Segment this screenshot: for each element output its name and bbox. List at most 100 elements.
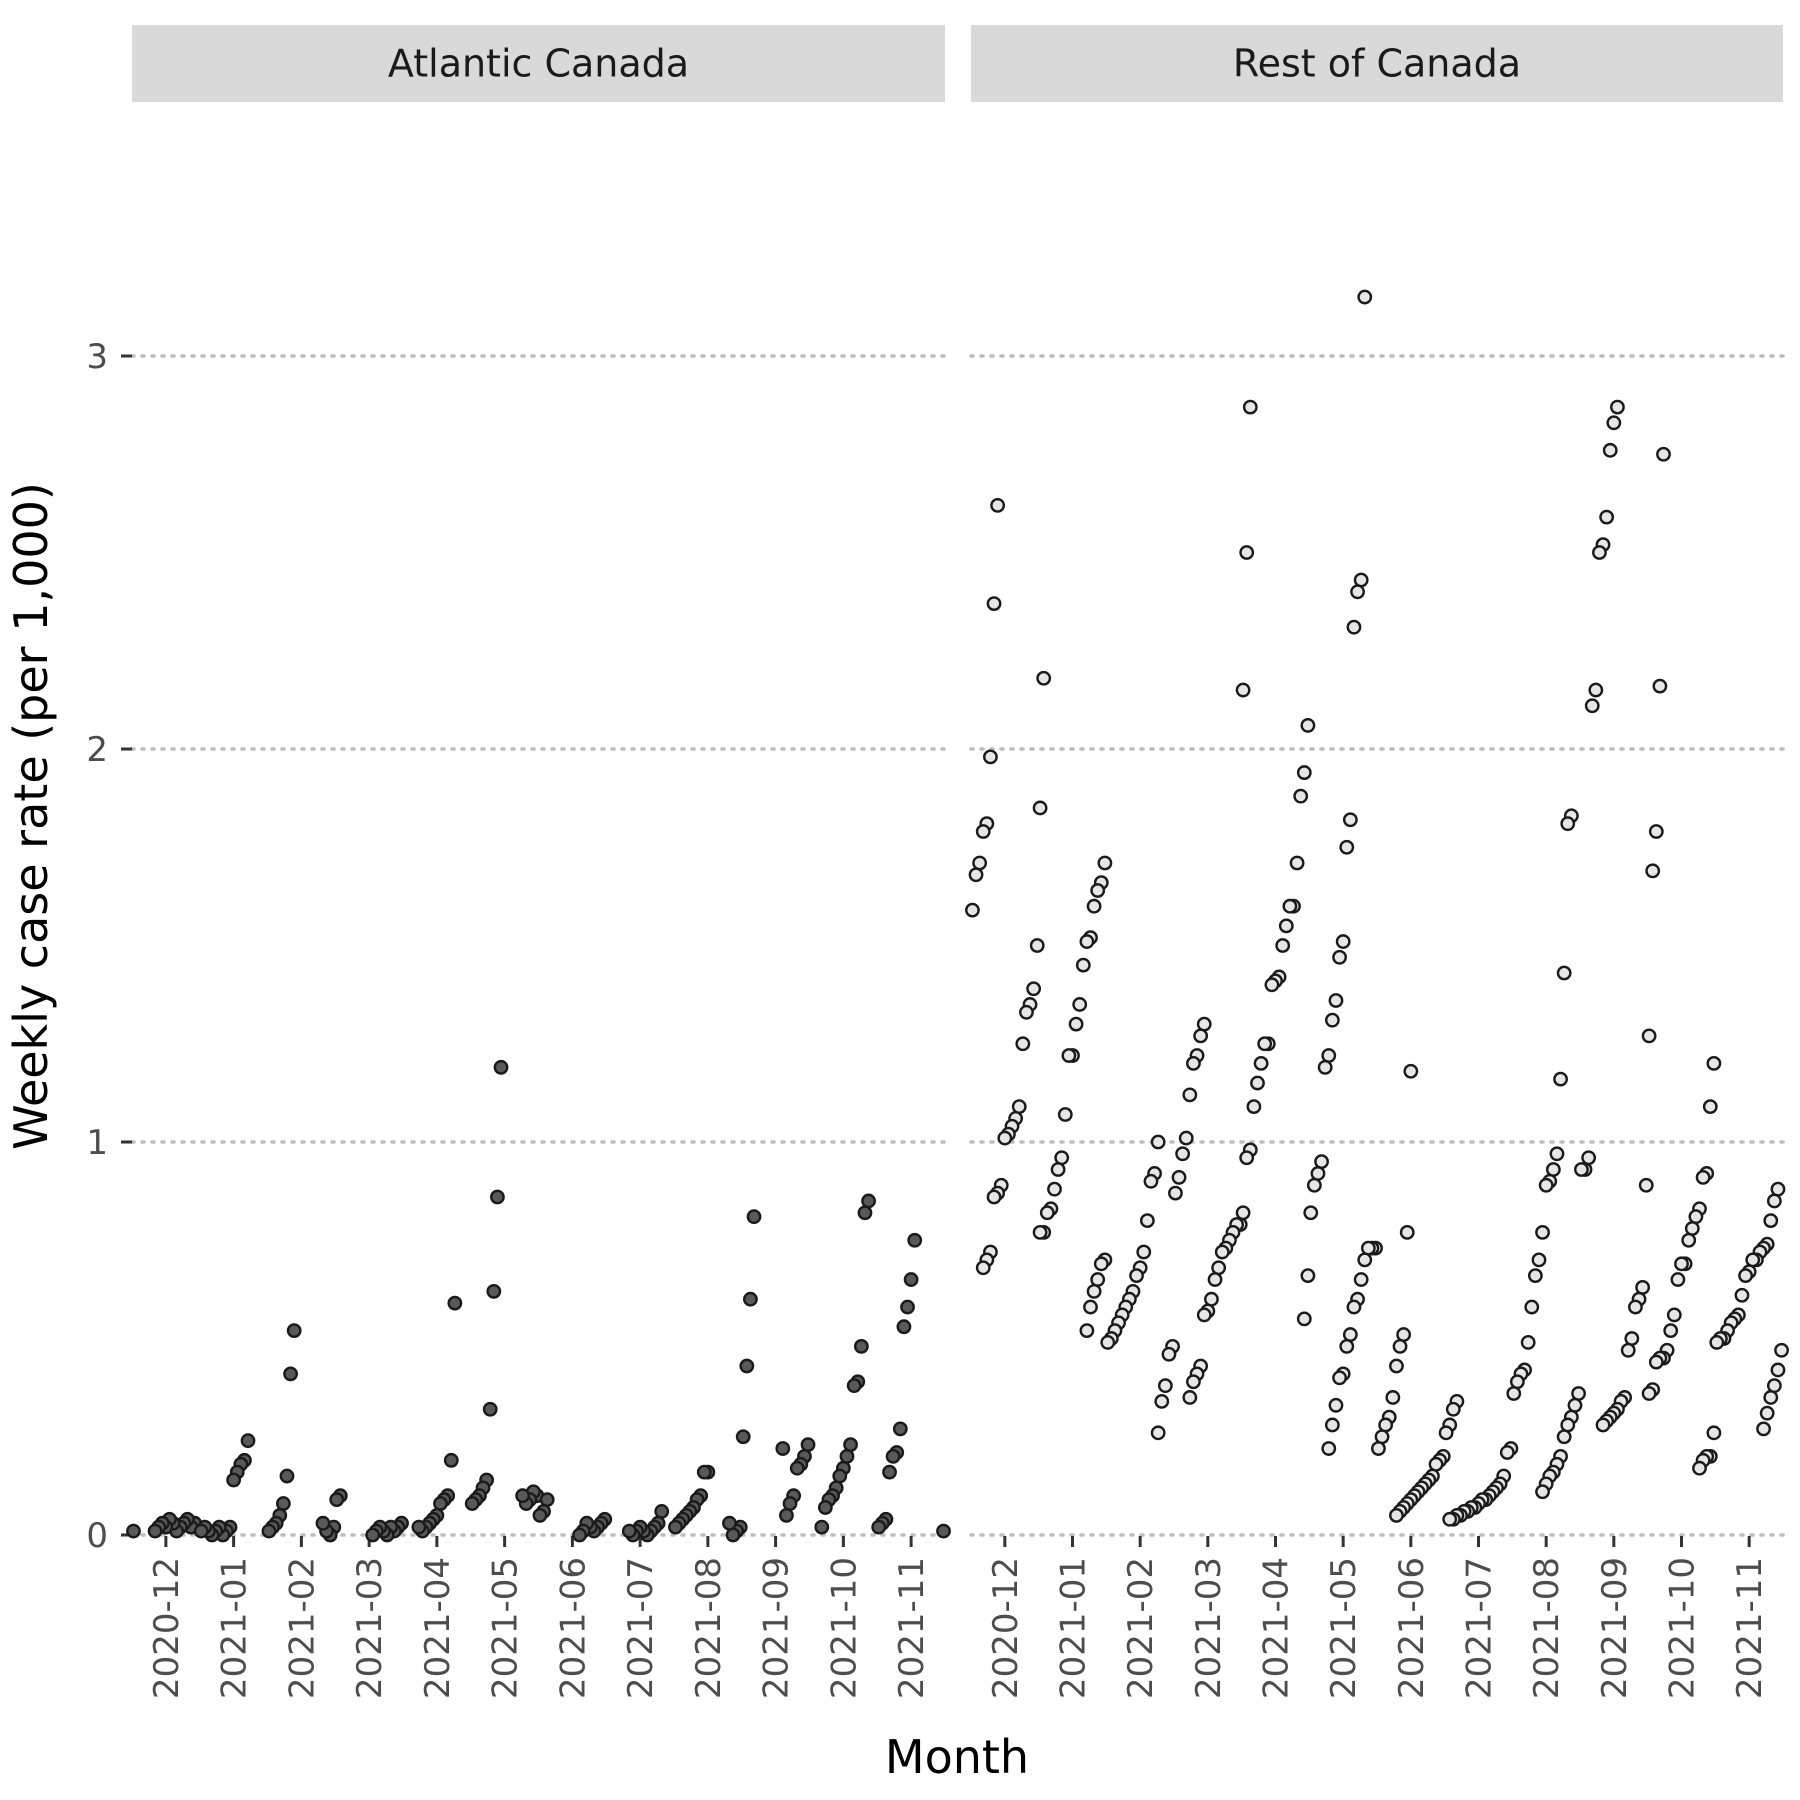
data-point xyxy=(1321,1441,1337,1456)
data-point xyxy=(896,1319,912,1335)
data-point xyxy=(1186,1374,1201,1390)
facet-strip xyxy=(971,25,1783,102)
data-point xyxy=(1684,1221,1700,1236)
data-point xyxy=(1296,765,1312,780)
data-point xyxy=(532,1507,548,1523)
data-point xyxy=(1709,1335,1725,1350)
data-point xyxy=(1350,584,1365,600)
data-point xyxy=(1293,788,1309,804)
data-point xyxy=(1770,1181,1786,1197)
data-point xyxy=(817,1500,833,1515)
data-point xyxy=(975,824,991,839)
data-point xyxy=(1545,1162,1561,1177)
data-point xyxy=(1090,883,1106,898)
gridlines xyxy=(130,354,1785,1537)
data-point xyxy=(126,1523,141,1539)
data-point xyxy=(1759,1405,1775,1421)
data-point xyxy=(1182,1087,1198,1103)
data-point xyxy=(1581,1150,1597,1166)
data-point xyxy=(857,1205,873,1221)
data-point xyxy=(1196,1016,1212,1032)
data-point xyxy=(1168,1185,1183,1201)
data-point xyxy=(1535,1224,1550,1240)
data-point xyxy=(286,1323,302,1339)
data-point xyxy=(1389,1358,1404,1374)
data-point xyxy=(968,867,984,883)
data-point xyxy=(1278,918,1294,934)
data-point xyxy=(1342,1327,1358,1342)
data-point xyxy=(1602,442,1618,458)
data-point xyxy=(1738,1268,1753,1284)
x-tick-label: 2021-10 xyxy=(1663,1557,1703,1699)
data-point xyxy=(832,1468,848,1484)
data-point xyxy=(789,1460,805,1476)
data-point xyxy=(1032,800,1048,816)
data-point xyxy=(735,1429,751,1445)
data-point xyxy=(1389,1507,1404,1523)
data-point xyxy=(800,1437,816,1453)
x-tick-label: 2021-07 xyxy=(621,1557,661,1699)
data-point xyxy=(846,1378,862,1394)
facet-strip xyxy=(132,25,945,102)
data-point xyxy=(1774,1342,1789,1358)
data-point xyxy=(1061,1048,1077,1063)
data-point xyxy=(1029,938,1045,953)
data-point xyxy=(1556,965,1572,981)
x-tick-label: 2021-01 xyxy=(1054,1557,1094,1699)
data-point xyxy=(1207,1272,1223,1287)
data-point xyxy=(261,1523,277,1539)
data-point xyxy=(1050,1162,1066,1177)
data-point xyxy=(1538,1177,1554,1193)
data-point xyxy=(1072,997,1088,1012)
data-point xyxy=(1688,1209,1704,1225)
data-point xyxy=(1674,1256,1689,1272)
data-point xyxy=(1549,1146,1565,1162)
data-point xyxy=(965,902,980,918)
data-point xyxy=(1560,816,1576,832)
x-tick-label: 2021-02 xyxy=(282,1557,322,1699)
data-point xyxy=(1692,1460,1707,1476)
data-point xyxy=(1734,1287,1750,1303)
data-point xyxy=(1239,1150,1255,1166)
data-point xyxy=(1303,1205,1319,1221)
data-point xyxy=(983,749,998,765)
data-point xyxy=(1392,1338,1408,1354)
data-point xyxy=(1039,1205,1055,1221)
data-point xyxy=(1610,399,1625,415)
data-point xyxy=(1399,1224,1415,1240)
data-point xyxy=(1706,1425,1722,1441)
data-point xyxy=(743,1291,758,1307)
data-point xyxy=(1175,1146,1191,1162)
data-point xyxy=(1054,1150,1070,1166)
data-point xyxy=(1535,1484,1550,1500)
data-point xyxy=(1214,1244,1230,1260)
data-point xyxy=(779,1507,794,1523)
data-point xyxy=(279,1468,295,1484)
data-point xyxy=(1445,1401,1461,1417)
data-point xyxy=(1186,1056,1201,1071)
data-point xyxy=(1235,1205,1251,1221)
data-point xyxy=(1310,1166,1326,1181)
data-point xyxy=(1321,1048,1337,1063)
y-tick-label: 0 xyxy=(86,1516,108,1556)
data-point xyxy=(1300,1268,1316,1284)
data-point xyxy=(1339,839,1355,855)
data-point xyxy=(1681,1232,1697,1248)
data-point xyxy=(907,1232,923,1248)
data-point xyxy=(1196,1307,1212,1323)
data-point xyxy=(1193,1028,1209,1044)
data-point xyxy=(1032,1224,1048,1240)
data-point xyxy=(515,1488,531,1504)
data-point xyxy=(1324,1012,1340,1028)
data-point xyxy=(1648,1354,1664,1370)
data-point xyxy=(1620,1342,1636,1358)
data-point xyxy=(986,1189,1002,1205)
data-point xyxy=(843,1437,858,1453)
data-point xyxy=(1332,949,1347,965)
data-point xyxy=(892,1421,908,1437)
x-tick-label: 2021-05 xyxy=(486,1557,526,1699)
data-point xyxy=(1571,1386,1586,1401)
data-point xyxy=(1068,1016,1084,1032)
data-point xyxy=(1527,1268,1543,1284)
